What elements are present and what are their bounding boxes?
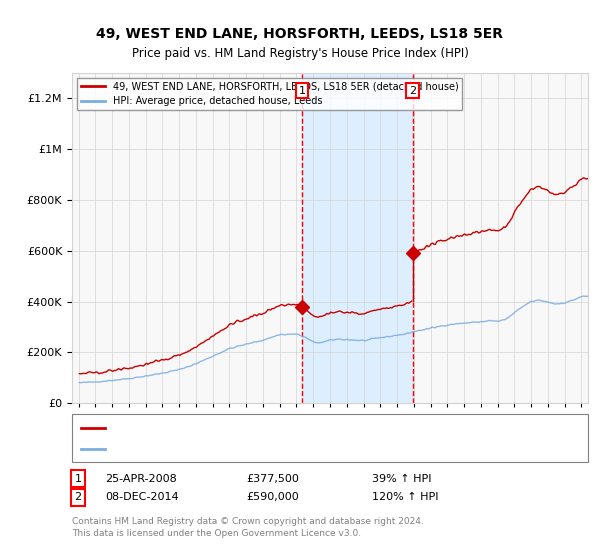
Text: £590,000: £590,000 bbox=[246, 492, 299, 502]
Text: This data is licensed under the Open Government Licence v3.0.: This data is licensed under the Open Gov… bbox=[72, 529, 361, 538]
Text: 25-APR-2008: 25-APR-2008 bbox=[105, 474, 177, 484]
Text: 49, WEST END LANE, HORSFORTH, LEEDS, LS18 5ER: 49, WEST END LANE, HORSFORTH, LEEDS, LS1… bbox=[97, 27, 503, 41]
Text: Price paid vs. HM Land Registry's House Price Index (HPI): Price paid vs. HM Land Registry's House … bbox=[131, 46, 469, 60]
Text: HPI: Average price, detached house, Leeds: HPI: Average price, detached house, Leed… bbox=[111, 444, 334, 454]
Text: 2: 2 bbox=[409, 86, 416, 96]
Text: Contains HM Land Registry data © Crown copyright and database right 2024.: Contains HM Land Registry data © Crown c… bbox=[72, 517, 424, 526]
Text: £377,500: £377,500 bbox=[246, 474, 299, 484]
Text: 08-DEC-2014: 08-DEC-2014 bbox=[105, 492, 179, 502]
Legend: 49, WEST END LANE, HORSFORTH, LEEDS, LS18 5ER (detached house), HPI: Average pri: 49, WEST END LANE, HORSFORTH, LEEDS, LS1… bbox=[77, 78, 463, 110]
Text: 1: 1 bbox=[74, 474, 82, 484]
Text: 49, WEST END LANE, HORSFORTH, LEEDS, LS18 5ER (detached house): 49, WEST END LANE, HORSFORTH, LEEDS, LS1… bbox=[111, 423, 478, 433]
Bar bbox=[302, 73, 413, 403]
Text: 1: 1 bbox=[298, 86, 305, 96]
Text: 2: 2 bbox=[74, 492, 82, 502]
Text: 120% ↑ HPI: 120% ↑ HPI bbox=[372, 492, 439, 502]
Text: 39% ↑ HPI: 39% ↑ HPI bbox=[372, 474, 431, 484]
